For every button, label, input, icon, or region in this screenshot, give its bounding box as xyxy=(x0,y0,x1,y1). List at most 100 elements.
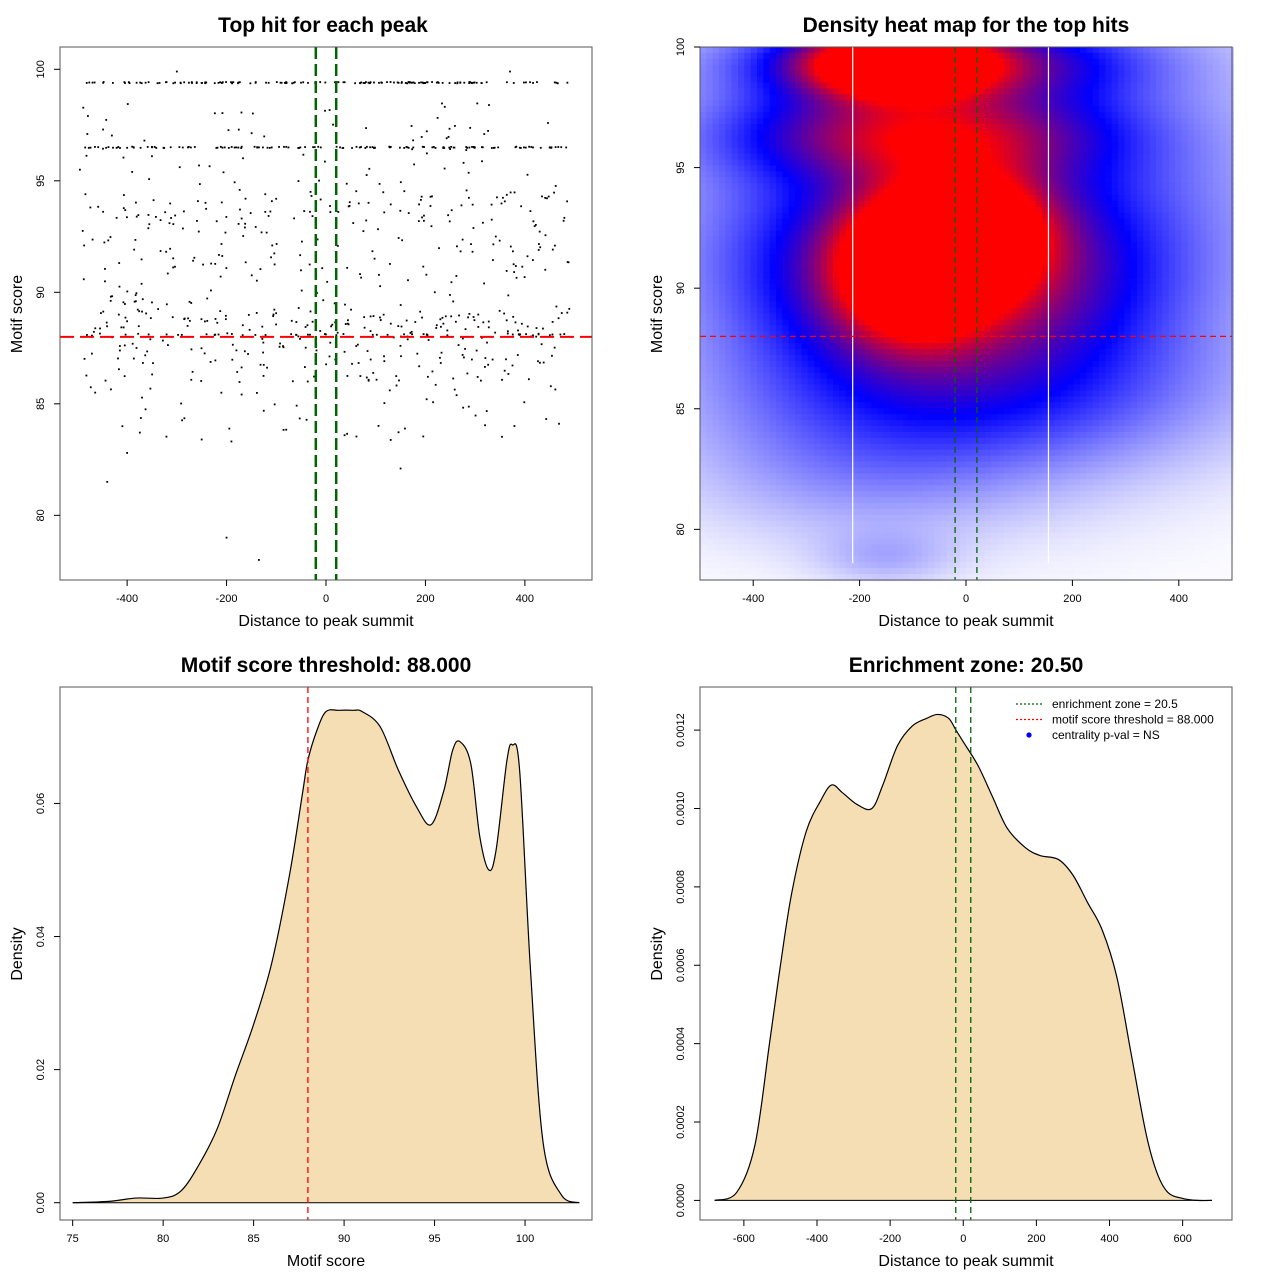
heatmap-cell xyxy=(1118,147,1126,155)
heatmap-cell xyxy=(1219,100,1228,108)
heatmap-cell xyxy=(966,206,974,214)
heatmap-cell xyxy=(744,283,753,291)
heatmap-cell xyxy=(1149,319,1158,327)
scatter-point xyxy=(197,230,200,233)
heatmap-cell xyxy=(1219,47,1228,54)
scatter-point xyxy=(372,372,375,374)
heatmap-cell xyxy=(738,236,746,244)
heatmap-cell xyxy=(890,212,898,220)
heatmap-cell xyxy=(1035,112,1044,120)
heatmap-cell xyxy=(826,129,835,137)
heatmap-cell xyxy=(1042,171,1050,179)
heatmap-cell xyxy=(712,123,721,131)
heatmap-cell xyxy=(788,272,797,280)
heatmap-cell xyxy=(928,52,936,60)
heatmap-cell xyxy=(1035,106,1044,114)
heatmap-cell xyxy=(1004,82,1012,90)
heatmap-cell xyxy=(947,64,955,72)
heatmap-cell xyxy=(1118,307,1126,315)
heatmap-cell xyxy=(1168,94,1177,102)
heatmap-cell xyxy=(1023,135,1031,143)
heatmap-cell xyxy=(940,301,949,309)
scatter-point xyxy=(526,173,529,176)
heatmap-cell xyxy=(934,242,943,250)
heatmap-cell xyxy=(763,212,772,220)
scatter-point xyxy=(542,361,545,364)
heatmap-cell xyxy=(1016,153,1025,161)
heatmap-cell xyxy=(915,325,924,333)
heatmap-cell xyxy=(725,313,734,321)
scatter-point xyxy=(360,81,363,84)
heatmap-cell xyxy=(1004,266,1012,274)
heatmap-cell xyxy=(807,177,816,185)
heatmap-cell xyxy=(763,277,772,285)
heatmap-cell xyxy=(719,70,727,78)
heatmap-cell xyxy=(801,212,810,220)
heatmap-cell xyxy=(1225,189,1234,197)
heatmap-cell xyxy=(725,266,734,274)
heatmap-cell xyxy=(997,200,1006,208)
heatmap-cell xyxy=(1099,52,1107,60)
heatmap-cell xyxy=(1035,295,1044,303)
heatmap-cell xyxy=(1073,106,1082,114)
heatmap-cell xyxy=(1187,183,1196,191)
heatmap-cell xyxy=(845,289,854,297)
heatmap-cell xyxy=(915,283,924,291)
heatmap-cell xyxy=(1124,76,1133,84)
heatmap-cell xyxy=(763,171,772,179)
heatmap-cell xyxy=(839,272,848,280)
heatmap-cell xyxy=(1175,212,1183,220)
heatmap-cell xyxy=(921,313,930,321)
heatmap-cell xyxy=(896,230,905,238)
heatmap-cell xyxy=(807,195,816,203)
heatmap-cell xyxy=(1200,212,1209,220)
heatmap-cell xyxy=(959,64,968,72)
scatter-point xyxy=(551,248,554,251)
heatmap-cell xyxy=(1054,254,1063,262)
heatmap-cell xyxy=(795,141,803,149)
heatmap-cell xyxy=(1105,183,1114,191)
heatmap-cell xyxy=(1042,272,1050,280)
heatmap-cell xyxy=(1029,283,1038,291)
heatmap-cell xyxy=(1054,135,1063,143)
scatter-point xyxy=(544,196,547,199)
heatmap-cell xyxy=(833,147,841,155)
heatmap-cell xyxy=(883,129,892,137)
heatmap-cell xyxy=(985,289,993,297)
heatmap-cell xyxy=(1118,183,1126,191)
heatmap-cell xyxy=(1124,248,1133,256)
heatmap-cell xyxy=(788,218,797,226)
heatmap-cell xyxy=(1016,325,1025,333)
heatmap-cell xyxy=(807,260,816,268)
heatmap-cell xyxy=(1080,307,1088,315)
heatmap-cell xyxy=(833,260,841,268)
heatmap-cell xyxy=(807,112,816,120)
heatmap-cell xyxy=(858,147,867,155)
heatmap-cell xyxy=(1149,82,1158,90)
heatmap-cell xyxy=(864,153,873,161)
heatmap-cell xyxy=(997,230,1006,238)
heatmap-cell xyxy=(725,189,734,197)
heatmap-cell xyxy=(928,82,936,90)
scatter-point xyxy=(526,255,529,258)
heatmap-cell xyxy=(1092,277,1101,285)
heatmap-cell xyxy=(1149,230,1158,238)
heatmap-cell xyxy=(788,319,797,327)
heatmap-cell xyxy=(852,177,860,185)
heatmap-cell xyxy=(896,242,905,250)
heatmap-cell xyxy=(1105,177,1114,185)
heatmap-cell xyxy=(1111,236,1120,244)
scatter-point xyxy=(241,324,244,327)
heatmap-cell xyxy=(1004,47,1012,54)
heatmap-cell xyxy=(1143,58,1152,66)
scatter-point xyxy=(118,285,121,288)
heatmap-cell xyxy=(1061,212,1069,220)
heatmap-cell xyxy=(902,70,911,78)
heatmap-cell xyxy=(719,165,727,173)
heatmap-cell xyxy=(934,47,943,54)
heatmap-cell xyxy=(864,224,873,232)
heatmap-cell xyxy=(883,200,892,208)
heatmap-cell xyxy=(1162,200,1171,208)
scatter-point xyxy=(343,434,346,437)
heatmap-cell xyxy=(1111,242,1120,250)
